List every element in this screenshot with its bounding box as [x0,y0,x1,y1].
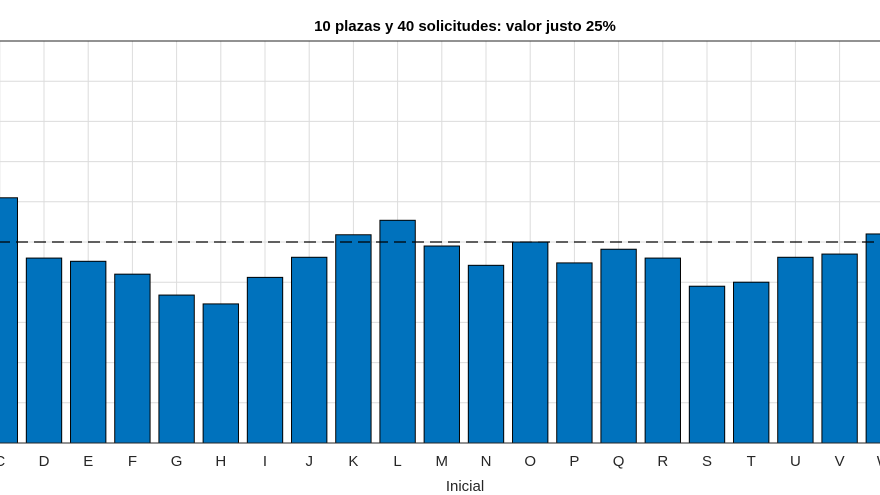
chart-title: 10 plazas y 40 solicitudes: valor justo … [314,18,616,35]
bar [556,262,593,444]
bar [0,197,18,444]
bar [291,256,328,444]
bar [688,285,726,444]
bar [865,233,880,444]
x-tick-label: M [436,453,449,470]
x-tick-label: H [215,453,226,470]
bar [114,273,151,444]
bar [600,248,637,444]
x-tick-label: D [39,453,50,470]
x-tick-label: G [171,453,183,470]
x-tick-label: W [877,453,880,470]
bar [335,234,372,444]
x-tick-label: J [305,453,313,470]
x-tick-label: N [481,453,492,470]
bar [379,219,416,444]
bar [202,303,239,444]
x-tick-label: I [263,453,267,470]
x-tick-label: U [790,453,801,470]
x-tick-label: E [83,453,93,470]
x-tick-label: Q [613,453,625,470]
x-tick-label: V [835,453,845,470]
bar [423,245,460,444]
x-tick-label: P [569,453,579,470]
bar [158,294,195,444]
x-tick-label: L [393,453,401,470]
bar [70,260,107,444]
bar [246,276,284,444]
bar [467,264,505,444]
bar [821,253,858,444]
bar [644,257,681,444]
x-tick-label: S [702,453,712,470]
bar [25,257,63,444]
x-tick-label: C [0,453,5,470]
bar [777,256,814,444]
x-tick-label: R [657,453,668,470]
x-tick-label: K [348,453,358,470]
x-axis-label: Inicial [446,478,484,495]
x-tick-label: F [128,453,137,470]
bar [512,241,549,444]
x-tick-label: O [524,453,536,470]
x-tick-label: T [747,453,756,470]
bar [733,281,770,444]
